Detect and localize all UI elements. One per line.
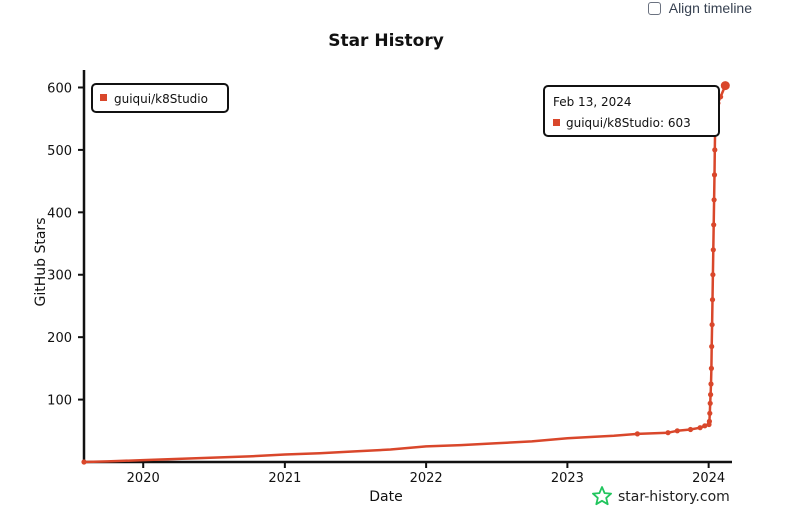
x-tick-label: 2022 <box>410 471 443 486</box>
tooltip-series: guiqui/k8Studio <box>566 116 660 130</box>
star-icon <box>592 486 612 506</box>
series-point <box>708 381 714 387</box>
y-axis-label: GitHub Stars <box>33 218 49 307</box>
y-ticks: 100 200 300 400 500 600 <box>47 81 84 409</box>
svg-text:guiqui/k8Studio: 603: guiqui/k8Studio: 603 <box>566 116 691 130</box>
series-point <box>711 197 717 203</box>
y-tick-label: 100 <box>47 394 72 409</box>
x-tick-label: 2020 <box>127 471 160 486</box>
brand-label: star-history.com <box>618 489 730 505</box>
y-tick-label: 500 <box>47 144 72 159</box>
legend: guiqui/k8Studio <box>91 83 229 113</box>
series-point <box>81 459 87 465</box>
series-point <box>709 343 715 350</box>
chart-title: Star History <box>328 31 444 51</box>
series-point <box>710 272 716 278</box>
series-point <box>674 428 680 434</box>
series-point <box>697 425 703 431</box>
series-point-highlight <box>720 81 730 91</box>
y-tick-label: 400 <box>47 206 72 221</box>
series-point <box>709 322 715 328</box>
y-tick-label: 200 <box>47 331 72 346</box>
series-point <box>708 392 714 398</box>
tooltip-value: 603 <box>668 116 691 130</box>
x-ticks: 2020 2021 2022 2023 2024 <box>127 462 725 486</box>
series-point <box>710 247 716 253</box>
series-point <box>687 426 694 433</box>
tooltip: Feb 13, 2024 guiqui/k8Studio: 603 <box>543 85 720 137</box>
series-point <box>706 418 713 424</box>
legend-swatch <box>100 94 107 101</box>
x-tick-label: 2021 <box>268 471 301 486</box>
series-point <box>712 147 718 153</box>
series-group <box>81 81 730 465</box>
series-line <box>82 84 727 464</box>
series-point <box>711 172 718 178</box>
brand[interactable]: star-history.com <box>592 486 730 506</box>
y-tick-label: 600 <box>47 81 72 96</box>
series-point <box>707 410 713 416</box>
align-timeline-label: Align timeline <box>668 0 752 16</box>
x-tick-label: 2024 <box>692 471 725 486</box>
series-point <box>665 430 671 436</box>
tooltip-date: Feb 13, 2024 <box>553 95 632 109</box>
y-tick-label: 300 <box>47 269 72 284</box>
series-point <box>702 423 708 429</box>
align-timeline-toggle[interactable]: Align timeline <box>647 0 752 16</box>
x-axis-label: Date <box>369 489 402 505</box>
series-point <box>707 400 713 406</box>
tooltip-box <box>543 85 720 137</box>
series-point <box>708 365 715 371</box>
legend-label: guiqui/k8Studio <box>114 92 208 106</box>
legend-box <box>91 83 229 113</box>
x-tick-label: 2023 <box>551 471 584 486</box>
series-point <box>634 431 641 437</box>
align-timeline-checkbox[interactable] <box>647 1 661 15</box>
series-point <box>709 297 716 303</box>
series-point <box>711 222 717 228</box>
tooltip-swatch <box>553 119 560 126</box>
